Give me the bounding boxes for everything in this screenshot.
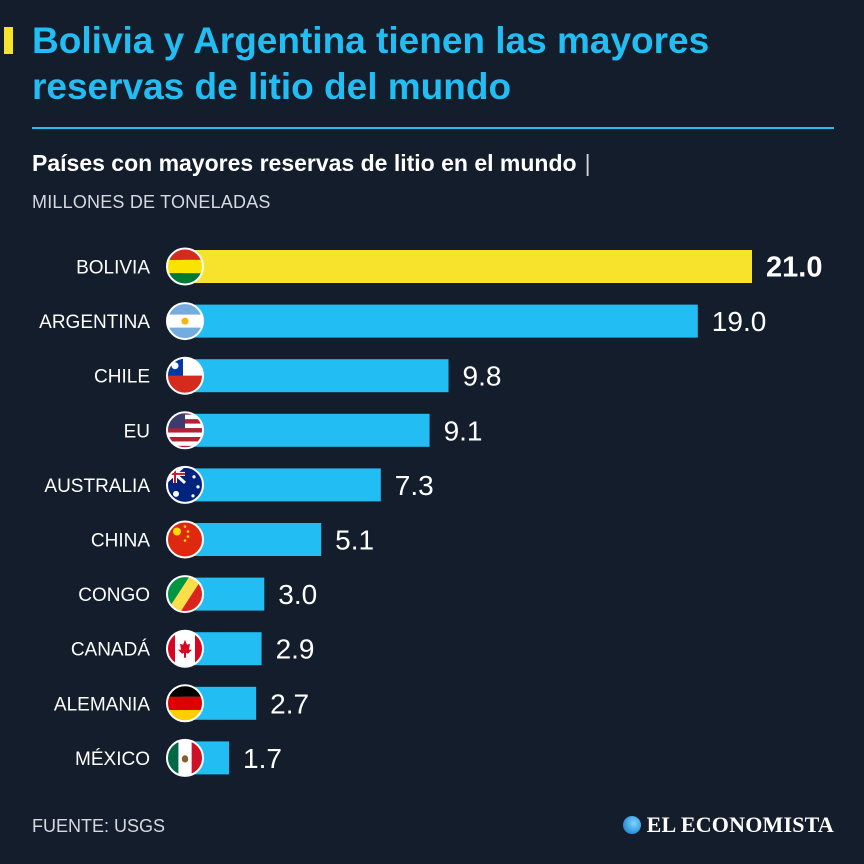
germany-flag-icon	[166, 684, 204, 723]
category-label: CANADÁ	[71, 640, 151, 661]
category-label: AUSTRALIA	[44, 476, 150, 497]
brand-name: EL ECONOMISTA	[646, 812, 834, 837]
value-label: 19.0	[712, 306, 767, 337]
headline-divider	[32, 127, 834, 129]
bar-bolivia	[183, 250, 752, 283]
bar-australia	[183, 468, 381, 502]
value-label: 9.1	[444, 415, 483, 446]
category-label: CHILE	[94, 367, 150, 388]
source-note: FUENTE: USGS	[32, 816, 166, 836]
bar-china	[183, 523, 322, 556]
subtitle-separator: |	[584, 150, 591, 176]
value-label: 7.3	[395, 470, 434, 501]
bolivia-flag-icon	[166, 247, 204, 286]
bar-chile	[183, 359, 449, 393]
chile-flag-icon	[166, 356, 204, 395]
mexico-flag-icon	[166, 738, 204, 777]
value-label: 1.7	[243, 743, 282, 774]
argentina-flag-icon	[166, 302, 204, 341]
category-label: EU	[124, 421, 150, 442]
value-label: 2.9	[276, 634, 315, 665]
china-flag-icon	[166, 520, 204, 559]
headline-accent-bar	[4, 27, 13, 54]
value-label: 5.1	[335, 525, 374, 556]
brand-globe-icon	[622, 816, 641, 834]
category-label: ALEMANIA	[54, 694, 150, 715]
canada-flag-icon	[166, 629, 204, 668]
congo-flag-icon	[166, 575, 204, 614]
chart-units: MILLONES DE TONELADAS	[32, 192, 271, 212]
category-label: BOLIVIA	[76, 258, 150, 279]
chart-subtitle: Países con mayores reservas de litio en …	[32, 150, 591, 177]
category-label: CONGO	[78, 585, 150, 606]
lithium-reserves-bar-chart: BOLIVIA 21.0 ARGENTINA 19.0 CHILE 9.8 EU 9.1 AUS…	[39, 247, 822, 777]
bar-argentina	[183, 304, 698, 338]
value-label: 21.0	[766, 252, 822, 284]
bar-eu	[183, 413, 430, 447]
chart-subtitle-text: Países con mayores reservas de litio en …	[32, 150, 577, 176]
value-label: 3.0	[278, 579, 317, 610]
value-label: 9.8	[463, 361, 502, 392]
value-label: 2.7	[270, 688, 309, 719]
category-label: MÉXICO	[75, 749, 150, 770]
headline: Bolivia y Argentina tienen las mayores r…	[32, 20, 710, 107]
brand-logo: EL ECONOMISTA	[622, 812, 834, 838]
category-label: ARGENTINA	[39, 312, 150, 333]
category-label: CHINA	[91, 531, 150, 552]
